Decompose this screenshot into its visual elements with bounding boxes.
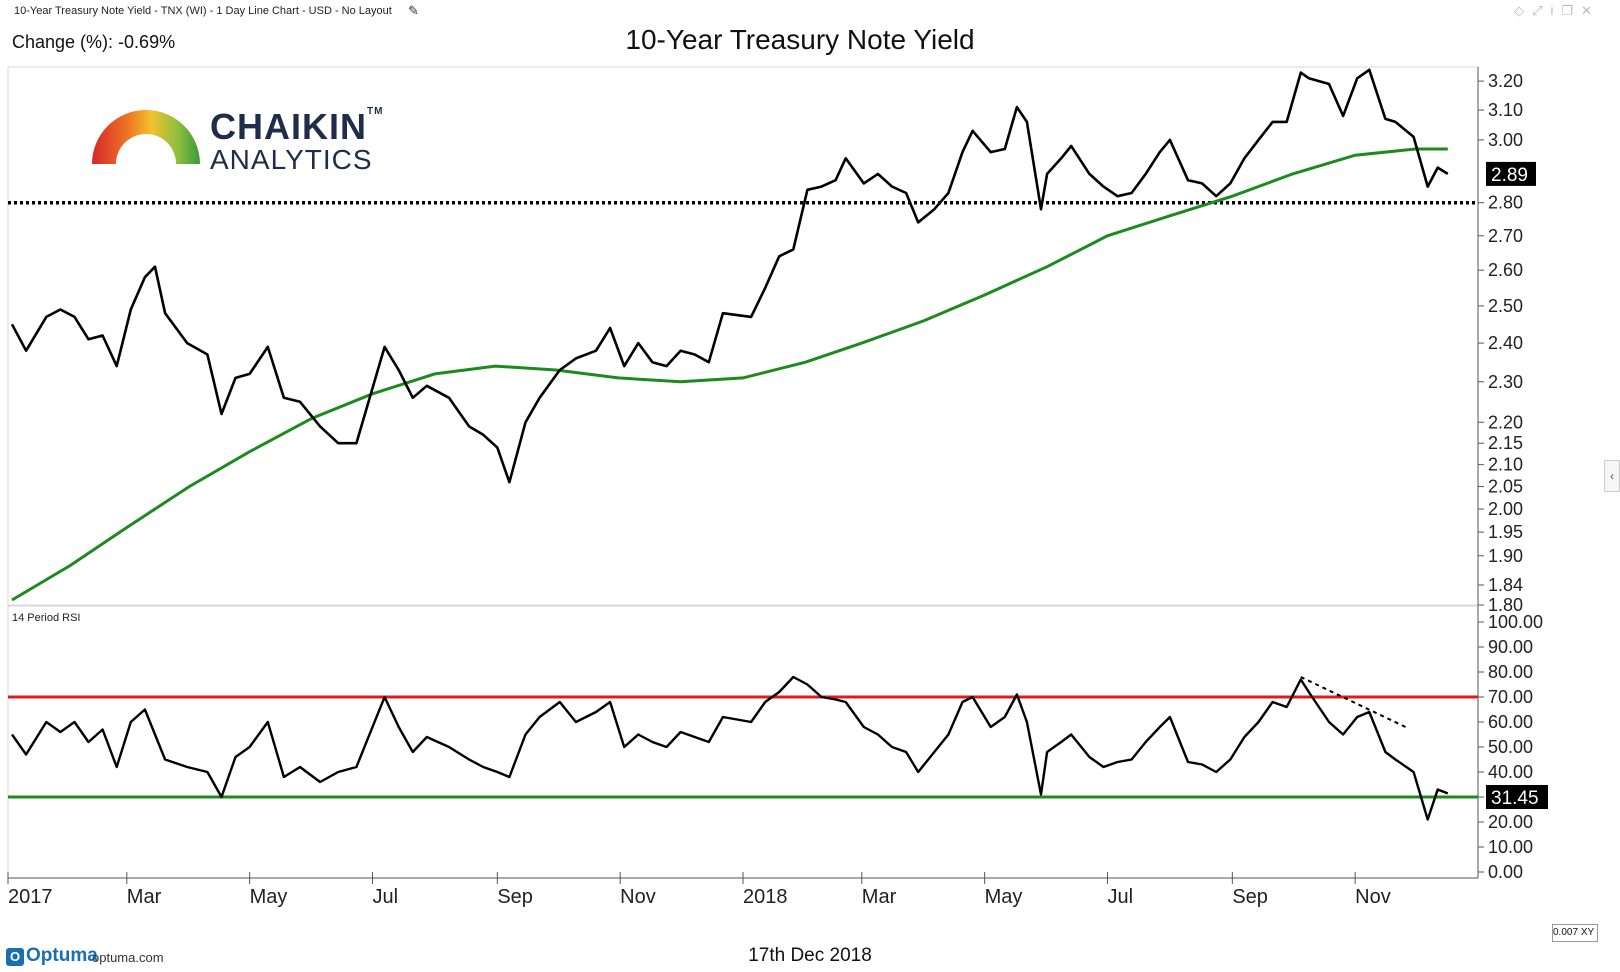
price-tick-label: 2.80 [1488, 193, 1523, 213]
rsi-tick-label: 70.00 [1488, 687, 1533, 707]
price-last-value-label: 2.89 [1491, 165, 1528, 186]
x-tick-label: Nov [620, 886, 656, 908]
chaikin-logo-text: CHAIKINTM ANALYTICS [210, 106, 383, 176]
x-tick-label: 2017 [8, 886, 53, 908]
rsi-tick-label: 20.00 [1488, 812, 1533, 832]
info-icon[interactable]: i [1550, 3, 1562, 18]
price-line [10, 68, 1449, 484]
chart-info-text: 10-Year Treasury Note Yield - TNX (WI) -… [14, 5, 392, 17]
chart-title: 10-Year Treasury Note Yield [625, 24, 975, 55]
zoom-value: 0.007 [1553, 927, 1579, 938]
rsi-trendline [1300, 676, 1406, 728]
rsi-panel-title: 14 Period RSI [12, 612, 80, 624]
rsi-tick-label: 100.00 [1488, 612, 1543, 632]
price-tick-label: 3.20 [1488, 71, 1523, 91]
logo-line2: ANALYTICS [210, 144, 373, 175]
rsi-tick-label: 80.00 [1488, 662, 1533, 682]
price-tick-label: 2.30 [1488, 372, 1523, 392]
chaikin-gauge-logo [92, 110, 200, 164]
price-tick-label: 2.15 [1488, 433, 1523, 453]
price-tick-label: 2.00 [1488, 499, 1523, 519]
rsi-tick-label: 10.00 [1488, 837, 1533, 857]
x-tick-label: Jul [372, 886, 398, 908]
rsi-tick-label: 40.00 [1488, 762, 1533, 782]
x-tick-label: Jul [1107, 886, 1133, 908]
price-tick-label: 1.80 [1488, 595, 1523, 615]
x-tick-label: May [985, 886, 1023, 908]
rsi-last-value-label: 31.45 [1491, 788, 1539, 809]
x-tick-label: Mar [127, 886, 162, 908]
price-panel-frame [7, 66, 1479, 606]
price-tick-label: 2.50 [1488, 296, 1523, 316]
price-tick-label: 3.00 [1488, 130, 1523, 150]
price-tick-label: 1.90 [1488, 546, 1523, 566]
pin-icon[interactable]: ⤢ [1532, 3, 1551, 18]
price-tick-label: 2.10 [1488, 455, 1523, 475]
price-tick-label: 2.40 [1488, 333, 1523, 353]
rsi-tick-label: 0.00 [1488, 862, 1523, 882]
price-tick-label: 2.60 [1488, 260, 1523, 280]
optuma-url[interactable]: optuma.com [92, 950, 164, 965]
chart-svg[interactable]: 3.20 3.10 3.00 2.80 2.70 2.60 2.50 2.40 2.30 2.20… [0, 0, 1620, 940]
price-tick-label: 2.20 [1488, 412, 1523, 432]
change-percent: Change (%): -0.69% [12, 32, 176, 52]
restore-icon[interactable]: ❐ [1561, 3, 1582, 18]
rsi-tick-label: 90.00 [1488, 637, 1533, 657]
rsi-tick-label: 60.00 [1488, 712, 1533, 732]
x-tick-label: Nov [1355, 886, 1391, 908]
footer: O Optuma optuma.com 17th Dec 2018 [0, 940, 1620, 972]
chart-date: 17th Dec 2018 [748, 945, 872, 966]
rsi-panel-frame [7, 605, 1479, 879]
rsi-line [11, 675, 1449, 821]
price-tick-label: 2.05 [1488, 477, 1523, 497]
collapse-panel-icon[interactable]: ‹ [1604, 460, 1620, 492]
rsi-tick-label: 50.00 [1488, 737, 1533, 757]
x-tick-label: Sep [1232, 886, 1268, 908]
price-tick-label: 3.10 [1488, 100, 1523, 120]
rsi-last-value-box [1486, 785, 1548, 809]
price-last-value-box [1486, 161, 1536, 186]
xy-toggle[interactable]: XY [1580, 927, 1595, 938]
close-icon[interactable]: ✕ [1581, 3, 1600, 18]
moving-average-line [11, 147, 1448, 602]
price-tick-label: 1.84 [1488, 575, 1523, 595]
chart-info-bar: 10-Year Treasury Note Yield - TNX (WI) -… [0, 0, 1620, 24]
x-tick-label: 2018 [743, 886, 788, 908]
logo-trademark: TM [367, 106, 384, 117]
window-controls[interactable]: ◇⤢i❐✕ [1514, 3, 1600, 19]
optuma-brand: Optuma [26, 945, 98, 966]
edit-pencil-icon[interactable]: ✎ [408, 3, 419, 18]
logo-line1: CHAIKIN [210, 106, 367, 147]
optuma-logo-icon: O [6, 948, 24, 966]
x-tick-label: Sep [497, 886, 533, 908]
zoom-box[interactable]: 0.007 XY [1552, 924, 1598, 942]
x-tick-label: Mar [862, 886, 897, 908]
price-tick-label: 1.95 [1488, 522, 1523, 542]
diamond-icon[interactable]: ◇ [1514, 3, 1533, 18]
x-tick-label: May [250, 886, 288, 908]
price-tick-label: 2.70 [1488, 226, 1523, 246]
